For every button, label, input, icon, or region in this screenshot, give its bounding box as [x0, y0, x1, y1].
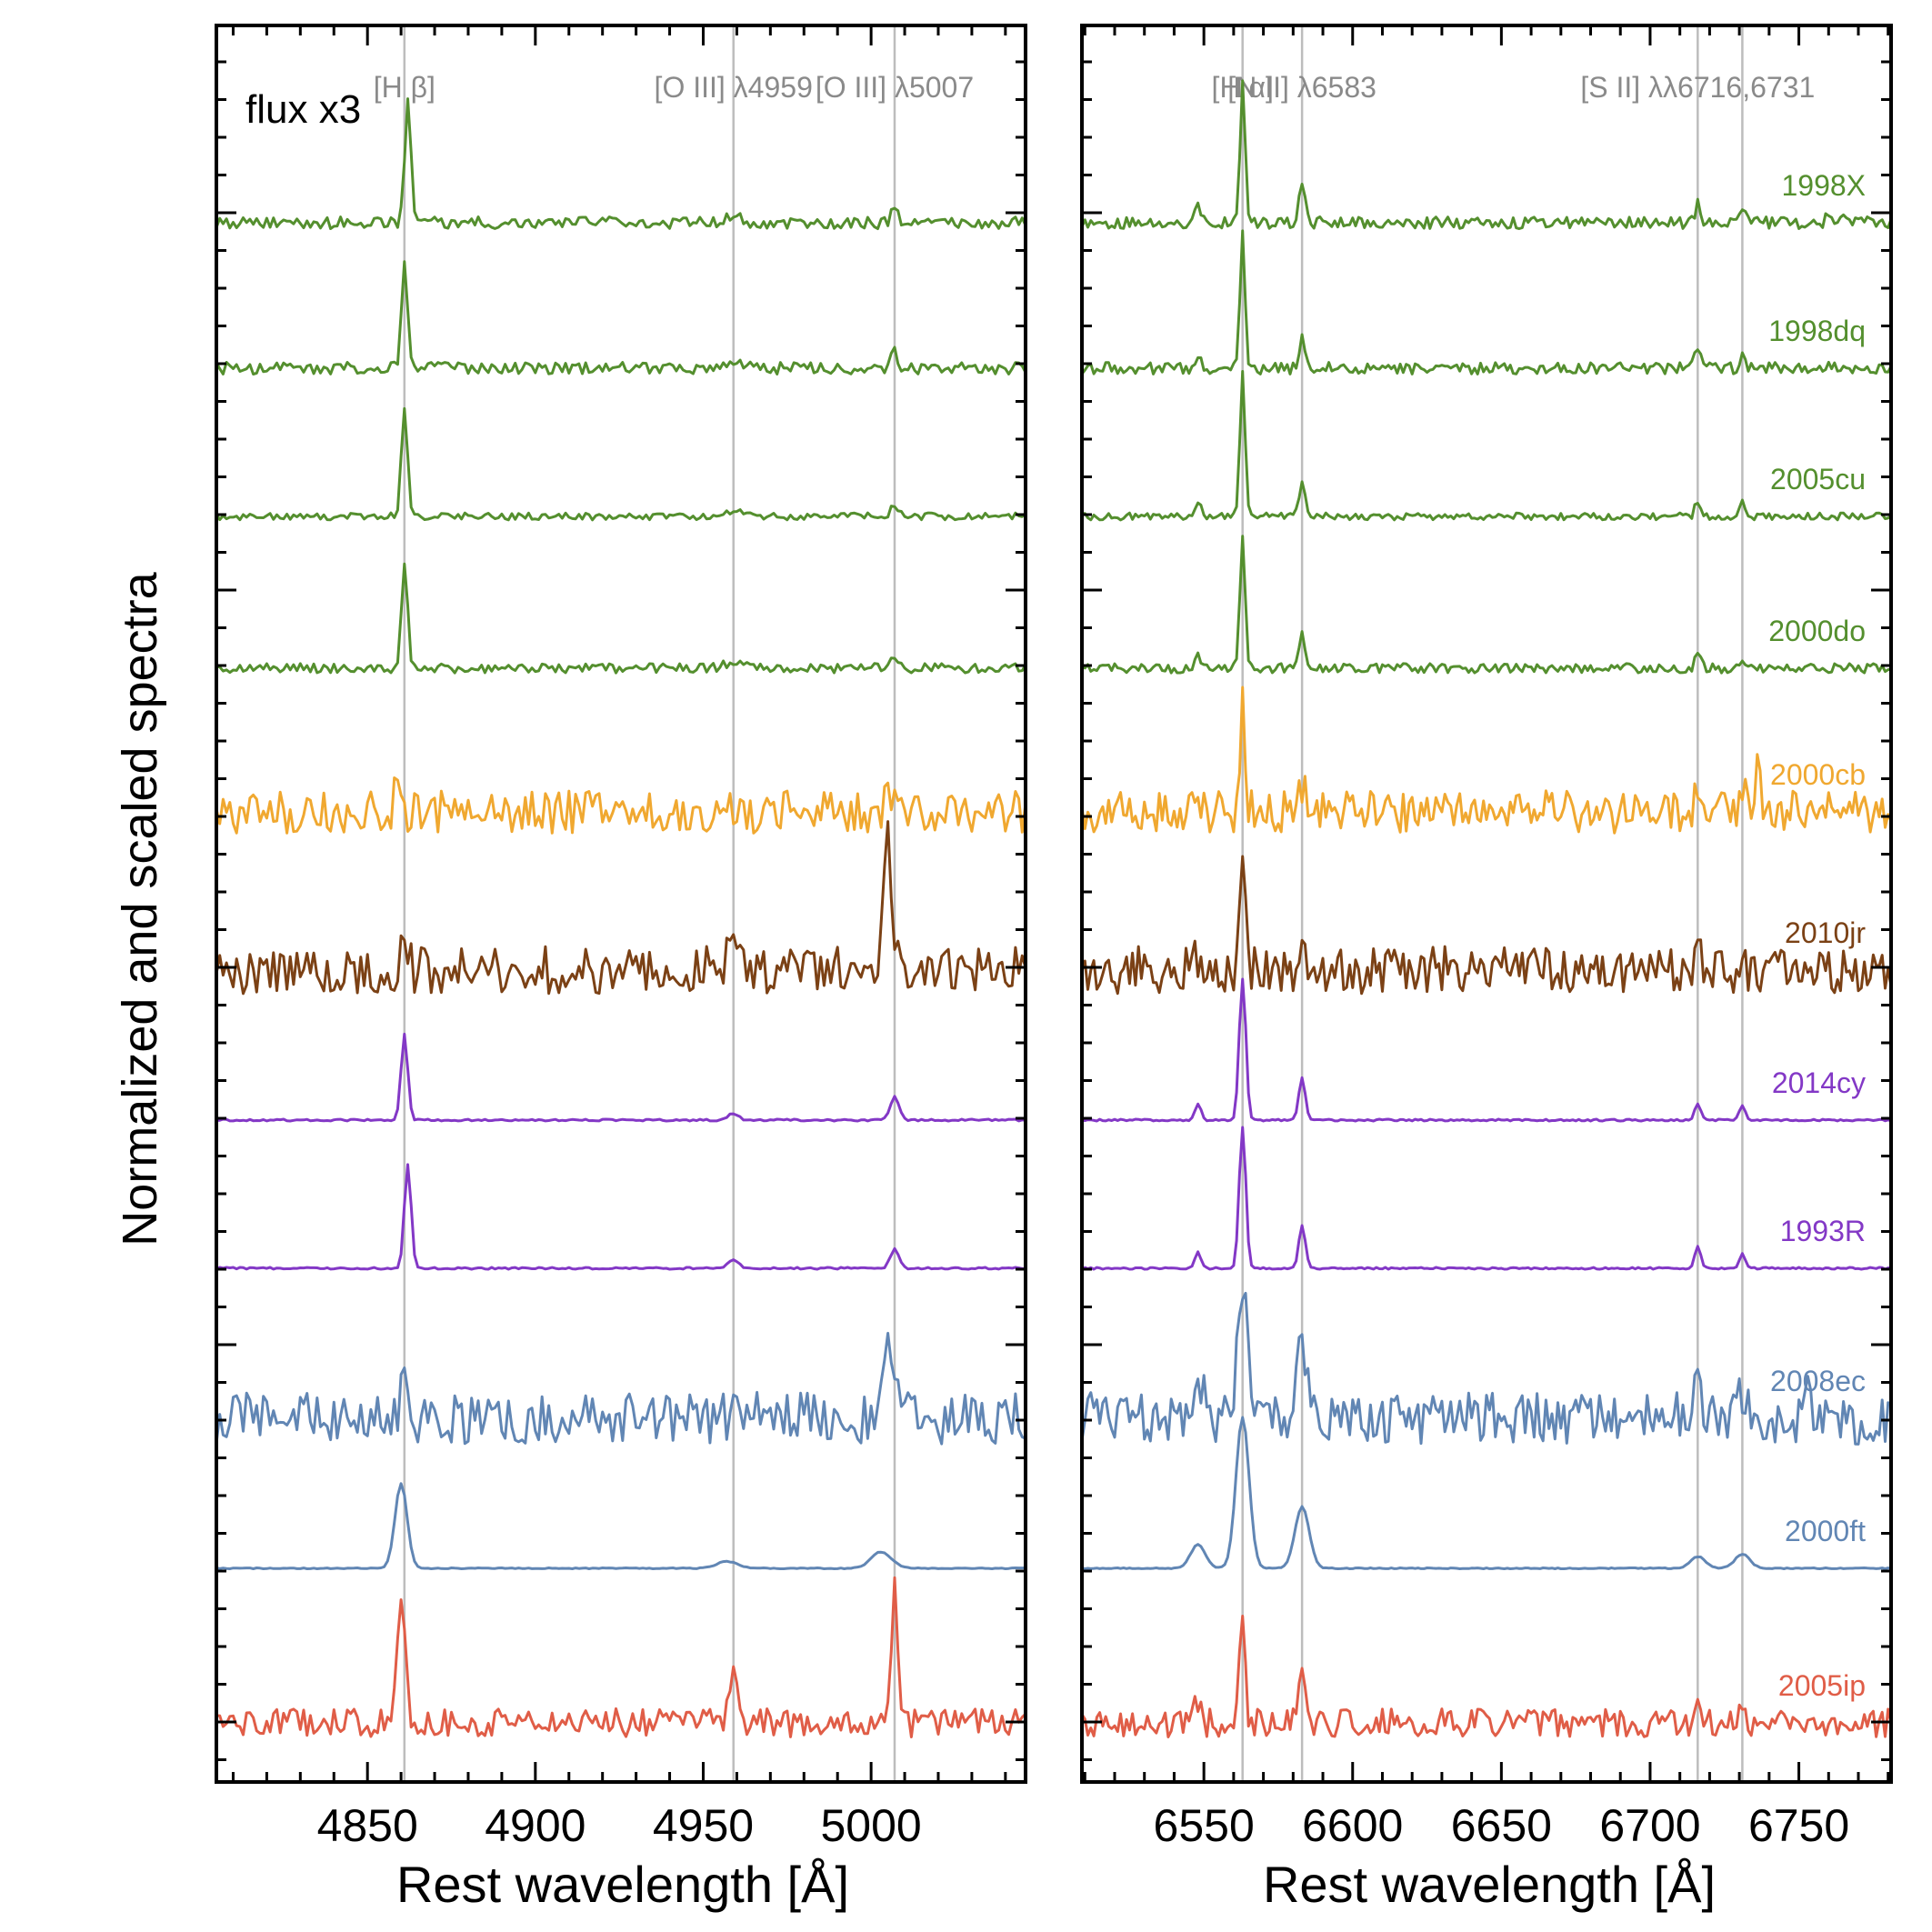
spectrum-line-2000ft	[1081, 1416, 1892, 1570]
series-label: 2000cb	[1770, 758, 1866, 791]
spectrum-line-1998dq	[215, 260, 1027, 375]
spectrum-line-2010jr	[215, 820, 1027, 996]
x-tick-label: 4950	[653, 1800, 754, 1851]
spectrum-line-1998X	[215, 97, 1027, 230]
y-axis-label: Normalized and scaled spectra	[113, 571, 167, 1246]
series-label: 2005cu	[1770, 463, 1866, 496]
series-label: 1993R	[1780, 1215, 1866, 1247]
x-axis-label-left: Rest wavelength [Å]	[396, 1856, 849, 1913]
x-tick-label: 5000	[821, 1800, 922, 1851]
x-tick-label: 6650	[1451, 1800, 1552, 1851]
spectrum-line-1998X	[1080, 79, 1893, 230]
emission-line-label: [O III] λ5007	[816, 71, 974, 104]
emission-line-label: [N II] λ6583	[1227, 71, 1376, 104]
x-tick-label: 6750	[1748, 1800, 1849, 1851]
series-label: 2008ec	[1770, 1365, 1866, 1397]
x-tick-label: 6600	[1302, 1800, 1403, 1851]
series-label: 1998dq	[1768, 315, 1866, 347]
series-label: 2000do	[1768, 615, 1866, 647]
spectrum-line-1993R	[1081, 1126, 1892, 1271]
x-tick-label: 4850	[317, 1800, 418, 1851]
spectrum-line-1998dq	[1080, 229, 1893, 375]
spectrum-line-2005ip	[1080, 1615, 1893, 1738]
spectrum-line-2000cb	[1080, 686, 1893, 835]
spectrum-line-2014cy	[1081, 977, 1892, 1123]
series-label: 2014cy	[1772, 1066, 1866, 1099]
x-tick-label: 6550	[1154, 1800, 1255, 1851]
series-label: 2010jr	[1785, 916, 1866, 949]
spectrum-line-2000do	[1081, 535, 1892, 675]
spectrum-line-2008ec	[1080, 1291, 1892, 1446]
spectrum-line-2005cu	[1081, 370, 1892, 522]
spectrum-line-1993R	[215, 1163, 1026, 1271]
spectrum-line-2000cb	[215, 776, 1027, 835]
series-label: 2005ip	[1778, 1669, 1866, 1702]
flux-annotation: flux x3	[245, 87, 361, 132]
spectrum-line-2005ip	[216, 1576, 1027, 1738]
x-axis-label-right: Rest wavelength [Å]	[1263, 1856, 1716, 1913]
spectrum-line-2008ec	[215, 1331, 1026, 1446]
spectrum-line-2010jr	[1080, 855, 1893, 996]
spectrum-line-2005cu	[215, 406, 1027, 522]
emission-line-label: [S II] λλ6716,6731	[1580, 71, 1815, 104]
emission-line-label: [O III] λ4959	[655, 71, 813, 104]
spectrum-line-2014cy	[215, 1032, 1026, 1123]
x-tick-label: 4900	[485, 1800, 586, 1851]
x-tick-label: 6700	[1599, 1800, 1700, 1851]
spectrum-line-2000do	[215, 562, 1027, 675]
plot-layer: [H β] [O III] λ4959 [O III] λ5007 4850 4900 4…	[215, 24, 1893, 1851]
panel-frame	[215, 24, 1027, 1784]
spectrum-line-2000ft	[215, 1482, 1026, 1570]
emission-line-label: [H β]	[374, 71, 435, 104]
series-label: 2000ft	[1785, 1515, 1866, 1547]
series-label: 1998X	[1781, 169, 1866, 202]
panel-frame	[1080, 24, 1893, 1784]
